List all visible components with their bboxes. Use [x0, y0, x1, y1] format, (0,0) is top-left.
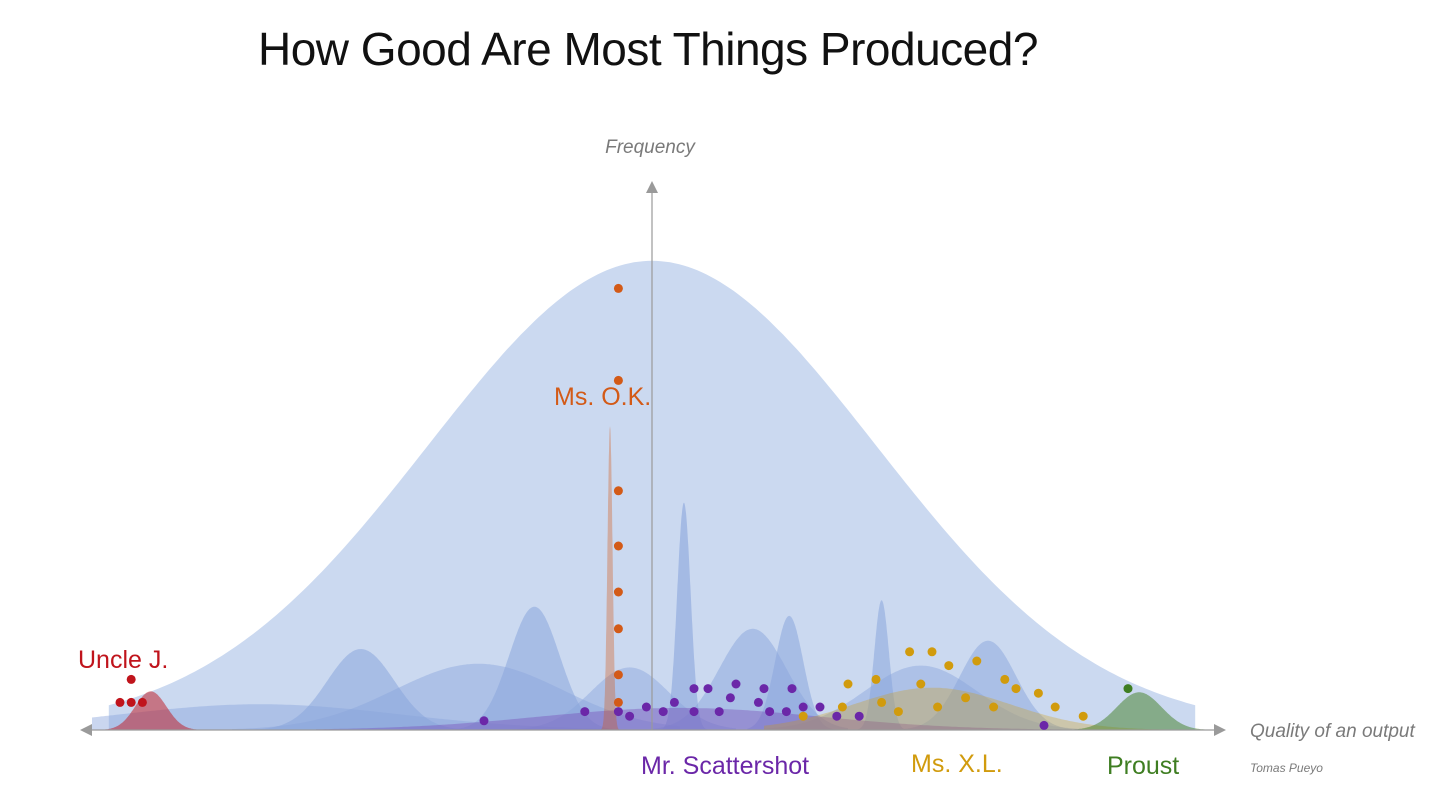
data-point-mr-scattershot: [689, 707, 699, 717]
data-point-ms-x-l: [927, 647, 937, 657]
data-point-ms-x-l: [1000, 674, 1010, 684]
individual-curve-5: [657, 502, 708, 730]
data-point-ms-o-k: [613, 283, 623, 293]
data-point-mr-scattershot: [479, 716, 489, 726]
uncle-j-curve: [92, 691, 216, 730]
data-point-ms-o-k: [613, 624, 623, 634]
individual-curve-11: [92, 704, 652, 730]
data-point-ms-x-l: [933, 702, 943, 712]
data-point-ms-x-l: [837, 702, 847, 712]
data-point-ms-x-l: [989, 702, 999, 712]
series-label-ms-xl: Ms. X.L.: [911, 750, 1003, 778]
data-point-ms-x-l: [843, 679, 853, 689]
data-point-mr-scattershot: [753, 697, 763, 707]
data-point-ms-o-k: [613, 587, 623, 597]
data-point-mr-scattershot: [703, 684, 713, 694]
author-credit: Tomas Pueyo: [1250, 761, 1323, 775]
data-point-mr-scattershot: [689, 684, 699, 694]
x-axis-right-arrow: [1214, 724, 1226, 736]
data-point-ms-x-l: [916, 679, 926, 689]
data-point-ms-o-k: [613, 697, 623, 707]
data-point-ms-x-l: [871, 674, 881, 684]
series-label-uncle-j: Uncle J.: [78, 646, 168, 674]
data-point-mr-scattershot: [815, 702, 825, 712]
axes-layer: Frequency Quality of an output Tomas Pue…: [80, 137, 1415, 775]
data-point-ms-x-l: [1011, 684, 1021, 694]
individual-curve-10: [904, 640, 1072, 730]
data-point-ms-x-l: [1050, 702, 1060, 712]
chart-title: How Good Are Most Things Produced?: [258, 23, 1038, 75]
data-point-ms-x-l: [944, 661, 954, 671]
individual-curve-1: [232, 649, 484, 730]
data-point-mr-scattershot: [725, 693, 735, 703]
data-point-mr-scattershot: [1039, 720, 1049, 730]
data-point-ms-x-l: [877, 697, 887, 707]
data-point-ms-o-k: [613, 541, 623, 551]
proust-curve: [1055, 692, 1212, 730]
data-point-mr-scattershot: [641, 702, 651, 712]
data-point-ms-x-l: [1033, 688, 1043, 698]
data-point-mr-scattershot: [832, 711, 842, 721]
data-point-mr-scattershot: [781, 707, 791, 717]
data-point-ms-x-l: [905, 647, 915, 657]
data-point-ms-x-l: [798, 711, 808, 721]
data-point-mr-scattershot: [731, 679, 741, 689]
y-axis-arrow: [646, 181, 658, 193]
data-point-ms-x-l: [961, 693, 971, 703]
data-point-uncle-j: [115, 697, 125, 707]
ms-ok-curve: [596, 426, 624, 730]
data-point-uncle-j: [126, 697, 136, 707]
data-point-ms-o-k: [613, 670, 623, 680]
series-label-mr-scattershot: Mr. Scattershot: [641, 752, 809, 780]
series-label-ms-ok: Ms. O.K.: [554, 383, 651, 411]
data-point-mr-scattershot: [625, 711, 635, 721]
data-point-mr-scattershot: [854, 711, 864, 721]
data-point-ms-x-l: [1078, 711, 1088, 721]
data-point-mr-scattershot: [580, 707, 590, 717]
x-axis-left-arrow: [80, 724, 92, 736]
y-axis-label: Frequency: [605, 137, 696, 158]
data-point-mr-scattershot: [759, 684, 769, 694]
data-point-ms-x-l: [972, 656, 982, 666]
individual-curve-3: [428, 606, 652, 730]
data-point-mr-scattershot: [765, 707, 775, 717]
ms-xl-curve: [764, 687, 1184, 730]
individual-curve-7: [747, 615, 837, 730]
points-layer: [115, 283, 1133, 730]
data-point-mr-scattershot: [714, 707, 724, 717]
data-point-mr-scattershot: [798, 702, 808, 712]
individual-curve-8: [848, 600, 916, 730]
individual-curve-9: [764, 665, 1100, 730]
data-point-ms-o-k: [613, 486, 623, 496]
x-axis-label: Quality of an output: [1250, 721, 1415, 742]
data-point-ms-x-l: [893, 707, 903, 717]
data-point-mr-scattershot: [787, 684, 797, 694]
labels-layer: Uncle J. Ms. O.K. Mr. Scattershot Ms. X.…: [78, 383, 1179, 780]
data-point-uncle-j: [126, 674, 136, 684]
data-point-uncle-j: [137, 697, 147, 707]
data-point-mr-scattershot: [658, 707, 668, 717]
series-label-proust: Proust: [1107, 752, 1179, 780]
data-point-mr-scattershot: [669, 697, 679, 707]
data-point-mr-scattershot: [613, 707, 623, 717]
data-point-proust: [1123, 684, 1133, 694]
scattershot-curve: [316, 707, 1072, 730]
data-point-ms-o-k: [613, 375, 623, 385]
